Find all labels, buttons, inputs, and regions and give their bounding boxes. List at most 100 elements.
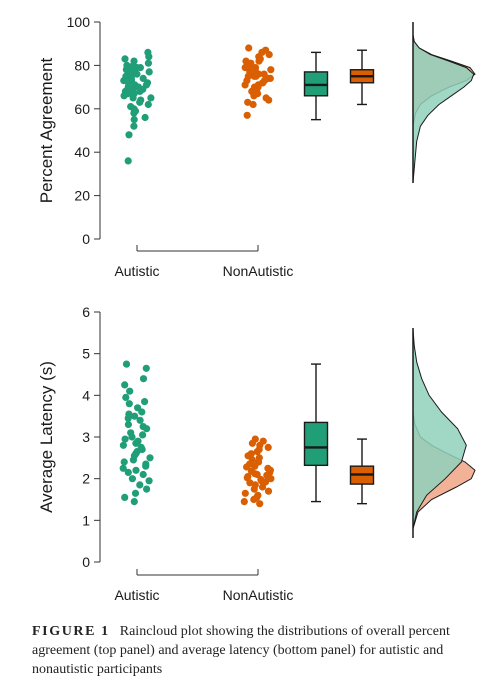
x-tick-label: Autistic (114, 587, 159, 603)
caption-text: Raincloud plot showing the distributions… (32, 624, 450, 677)
y-tick-label: 0 (82, 231, 90, 247)
data-point (128, 475, 136, 483)
data-point (120, 92, 128, 100)
data-point (136, 64, 144, 72)
data-point (132, 439, 140, 447)
y-tick-label: 60 (74, 101, 90, 117)
y-tick-label: 6 (82, 304, 90, 320)
data-point (250, 485, 258, 493)
data-point (146, 454, 154, 462)
data-point (133, 70, 141, 78)
data-point (250, 92, 258, 100)
data-point (143, 425, 151, 433)
data-point (124, 468, 132, 476)
y-tick-label: 2 (82, 471, 90, 487)
data-point (248, 439, 256, 447)
x-tick-label: NonAutistic (223, 263, 294, 279)
data-point (258, 483, 267, 491)
data-point (119, 464, 127, 472)
data-point (130, 498, 138, 506)
y-tick-label: 40 (74, 144, 90, 160)
data-point (144, 59, 152, 67)
x-tick-label: NonAutistic (223, 587, 294, 603)
data-point (130, 116, 138, 124)
data-point (264, 487, 273, 495)
data-point (241, 489, 249, 497)
data-point (122, 360, 131, 368)
data-point (265, 96, 273, 104)
data-point (266, 74, 274, 82)
data-point (130, 109, 138, 117)
y-tick-label: 0 (82, 554, 90, 570)
data-point (145, 53, 153, 61)
data-point (122, 393, 130, 401)
data-point (136, 416, 144, 424)
panel-2: 0 1 2 3 4 5 6 Average Latency (s) Autistic NonAut… (37, 304, 476, 603)
data-point (131, 489, 140, 497)
data-point (245, 44, 253, 52)
y-tick-label: 4 (82, 387, 90, 403)
data-point (253, 448, 261, 456)
data-point (129, 456, 137, 464)
data-point (136, 481, 144, 489)
data-point (267, 66, 275, 74)
y-axis-label: Average Latency (s) (37, 361, 56, 513)
data-point (141, 113, 149, 122)
data-point (139, 375, 148, 383)
data-point (141, 398, 149, 406)
data-point (246, 479, 254, 487)
data-point (124, 420, 132, 429)
data-point (139, 74, 147, 82)
data-point (145, 68, 153, 76)
data-point (267, 475, 275, 483)
data-point (139, 431, 147, 439)
data-point (139, 470, 147, 479)
data-point (256, 500, 264, 508)
figure-label: FIGURE 1 (32, 624, 110, 639)
data-point (121, 381, 129, 389)
data-point (243, 463, 251, 471)
data-point (125, 400, 133, 408)
data-point (142, 364, 150, 372)
data-point (129, 94, 137, 102)
data-point (132, 466, 140, 474)
data-point (265, 51, 273, 59)
data-point (252, 72, 260, 80)
data-point (121, 493, 129, 501)
data-point (119, 441, 127, 449)
data-point (130, 122, 138, 130)
y-tick-label: 5 (82, 346, 90, 362)
data-point (244, 98, 252, 106)
data-point (241, 64, 249, 72)
data-point (240, 498, 248, 506)
data-point (121, 55, 129, 63)
y-axis-label: Percent Agreement (37, 57, 56, 203)
x-tick-label: Autistic (114, 263, 159, 279)
figure-caption: FIGURE 1 Raincloud plot showing the distr… (32, 622, 472, 679)
panel-1: 0 20 40 60 80 100 Percent Agreement Autistic Non… (37, 14, 476, 279)
data-point (250, 495, 258, 504)
data-point (121, 435, 129, 443)
data-point (125, 131, 133, 139)
data-point (124, 414, 132, 422)
data-point (128, 433, 136, 441)
data-point (131, 412, 139, 420)
data-point (255, 57, 263, 65)
data-point (124, 157, 132, 165)
y-tick-label: 80 (74, 57, 90, 73)
data-point (126, 387, 134, 395)
data-point (243, 111, 251, 119)
data-point (145, 477, 153, 485)
density-cloud-autistic (412, 328, 467, 529)
box-autistic (303, 421, 329, 467)
y-tick-label: 100 (67, 14, 91, 30)
data-point (249, 100, 257, 109)
data-point (136, 87, 144, 95)
data-point (147, 94, 155, 102)
y-tick-label: 1 (82, 512, 90, 528)
data-point (138, 408, 146, 416)
data-point (142, 462, 150, 470)
data-point (264, 443, 272, 451)
data-point (136, 98, 144, 106)
